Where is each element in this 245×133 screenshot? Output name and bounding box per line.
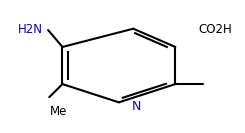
- Text: N: N: [132, 100, 141, 113]
- Text: H2N: H2N: [18, 23, 43, 36]
- Text: CO2H: CO2H: [198, 23, 232, 36]
- Text: Me: Me: [50, 105, 68, 118]
